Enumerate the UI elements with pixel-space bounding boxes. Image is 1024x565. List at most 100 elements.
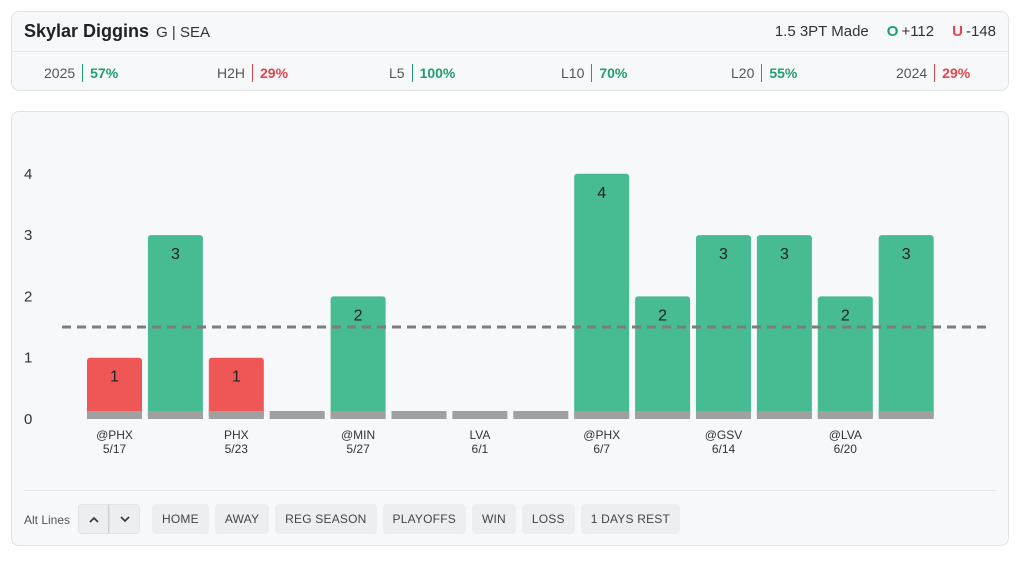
stat-label: 2025 <box>44 65 76 81</box>
stat-value: 100% <box>419 65 456 81</box>
stat-divider <box>934 64 936 82</box>
alt-line-up-button[interactable] <box>78 504 109 534</box>
bar-value-label: 1 <box>110 369 119 386</box>
game-log-chart: 012341@PHX5/1731PHX5/232@MIN5/27LVA6/14@… <box>24 166 992 456</box>
filter-chips: HOME AWAY REG SEASON PLAYOFFS WIN LOSS 1… <box>152 504 686 534</box>
bar-base <box>452 411 508 419</box>
filter-reg-season[interactable]: REG SEASON <box>275 504 377 534</box>
stat-value: 57% <box>90 65 119 81</box>
x-tick-opponent: @GSV <box>705 428 743 442</box>
x-tick-opponent: @PHX <box>96 428 133 442</box>
filter-home[interactable]: HOME <box>152 504 209 534</box>
stat-l10: L10 70% <box>561 64 627 82</box>
stat-divider <box>411 64 413 82</box>
x-tick-opponent: @LVA <box>829 428 862 442</box>
header-top-row: Skylar Diggins G | SEA 1.5 3PT Made O +1… <box>12 12 1008 52</box>
stat-2025: 2025 57% <box>44 64 118 82</box>
under-odds[interactable]: -148 <box>965 23 996 40</box>
filter-bar: Alt Lines HOME AWAY REG SEASON PLAYOFFS … <box>24 490 996 547</box>
bar-value-label: 3 <box>902 246 911 263</box>
x-tick-date: 6/20 <box>834 442 858 456</box>
stat-2024: 2024 29% <box>896 64 970 82</box>
game-log-chart-card: 0 1 2 3 4 1 @PHX 5/17 3 1 PHX 5/23 2 @MIN 5/27 LVA 6/1 4 @… <box>11 111 1009 546</box>
x-tick-date: 5/23 <box>225 442 249 456</box>
y-tick-label: 4 <box>24 166 32 183</box>
stat-value: 29% <box>942 65 971 81</box>
under-letter: U <box>952 23 963 40</box>
x-tick-opponent: @MIN <box>341 428 375 442</box>
stat-label: L20 <box>731 65 755 81</box>
filter-days-rest[interactable]: 1 DAYS REST <box>580 504 681 534</box>
bar-base <box>330 411 386 419</box>
stat-l20: L20 55% <box>731 64 797 82</box>
bar-base <box>391 411 447 419</box>
stat-divider <box>761 64 763 82</box>
stat-divider <box>591 64 593 82</box>
stat-l5: L5 100% <box>389 64 455 82</box>
bar-base <box>696 411 751 419</box>
player-prop-header: Skylar Diggins G | SEA 1.5 3PT Made O +1… <box>11 11 1009 91</box>
alt-line-down-button[interactable] <box>109 504 140 534</box>
filter-playoffs[interactable]: PLAYOFFS <box>382 504 466 534</box>
x-tick-date: 6/7 <box>593 442 610 456</box>
bar-value-label: 3 <box>780 246 789 263</box>
stat-value: 70% <box>599 65 628 81</box>
stat-divider <box>252 64 254 82</box>
x-tick-date: 5/17 <box>103 442 127 456</box>
over-letter: O <box>886 23 899 40</box>
bar-base <box>635 411 691 419</box>
game-bar <box>87 357 142 419</box>
stat-label: L5 <box>389 65 405 81</box>
x-tick-date: 5/27 <box>346 442 370 456</box>
alt-lines-label: Alt Lines <box>24 513 71 527</box>
game-bar <box>208 357 264 419</box>
game-bar <box>574 173 630 419</box>
stat-label: L10 <box>561 65 585 81</box>
hit-rate-stats: 2025 57% H2H 29% L5 100% L10 70% L20 55% 2024… <box>12 52 1008 92</box>
bar-value-label: 2 <box>354 307 363 324</box>
bar-base <box>756 411 812 419</box>
bar-base <box>208 411 264 419</box>
y-tick-label: 1 <box>24 350 32 367</box>
x-tick-date: 6/1 <box>472 442 489 456</box>
bar-base <box>574 411 630 419</box>
filter-win[interactable]: WIN <box>471 504 516 534</box>
x-tick-opponent: LVA <box>469 428 490 442</box>
x-tick-date: 6/14 <box>712 442 736 456</box>
stat-label: H2H <box>217 65 246 81</box>
bar-value-label: 3 <box>171 246 180 263</box>
bar-value-label: 3 <box>719 246 728 263</box>
stat-h2h: H2H 29% <box>217 64 288 82</box>
player-name: Skylar Diggins <box>24 21 150 41</box>
player-name-block: Skylar Diggins G | SEA <box>24 21 210 42</box>
prop-line: 1.5 3PT Made O +112 U -148 <box>775 23 996 40</box>
filter-loss[interactable]: LOSS <box>521 504 575 534</box>
bar-base <box>817 411 873 419</box>
x-tick-opponent: PHX <box>224 428 249 442</box>
bar-base <box>513 411 569 419</box>
bar-value-label: 1 <box>232 369 241 386</box>
bar-value-label: 4 <box>597 185 606 202</box>
stat-value: 29% <box>260 65 289 81</box>
bar-value-label: 2 <box>841 307 850 324</box>
bar-value-label: 2 <box>658 307 667 324</box>
filter-away[interactable]: AWAY <box>214 504 270 534</box>
chevron-up-icon <box>88 516 99 523</box>
x-tick-opponent: @PHX <box>583 428 620 442</box>
stat-divider <box>82 64 84 82</box>
game-bar <box>330 296 386 419</box>
bar-base <box>147 411 203 419</box>
alt-lines-stepper <box>78 504 140 534</box>
player-position-team: G | SEA <box>156 24 210 41</box>
stat-value: 55% <box>769 65 798 81</box>
prop-label: 1.5 3PT Made <box>774 23 869 40</box>
y-tick-label: 2 <box>24 288 32 305</box>
bar-base <box>878 411 934 419</box>
y-tick-label: 3 <box>24 227 32 244</box>
chevron-down-icon <box>119 515 130 522</box>
y-tick-label: 0 <box>24 411 32 428</box>
over-odds[interactable]: +112 <box>901 23 935 40</box>
bar-base <box>87 411 142 419</box>
stat-label: 2024 <box>896 65 928 81</box>
bar-base <box>269 411 325 419</box>
